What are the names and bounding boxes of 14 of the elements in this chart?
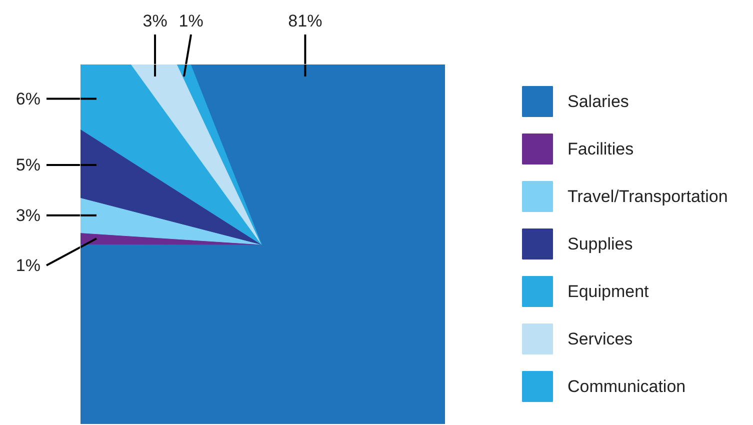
legend-label: Facilities [568,140,634,158]
data-label: 1% [178,12,204,30]
data-label: 5% [16,155,41,174]
data-label: 81% [288,12,322,30]
data-label: 1% [16,256,41,275]
legend-label: Travel/Transportation [568,187,728,206]
legend-label: Equipment [568,282,650,301]
data-label: 3% [16,206,41,225]
legend-label: Services [568,330,633,348]
data-label: 6% [16,89,41,108]
legend-label: Supplies [568,234,633,254]
data-label: 3% [142,12,168,30]
legend-label: Salaries [568,92,629,111]
legend-label: Communication [568,377,686,396]
